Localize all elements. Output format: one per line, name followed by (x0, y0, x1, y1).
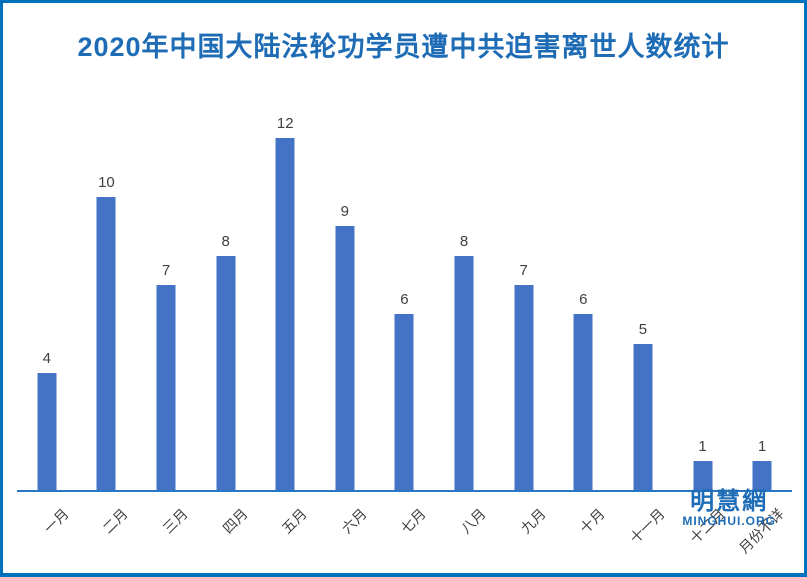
x-label-slot: 七月 (375, 494, 435, 573)
bar-slot: 8 (434, 105, 494, 490)
x-axis-label: 十月 (576, 505, 609, 537)
x-axis-label: 一月 (40, 505, 72, 537)
bar-slot: 6 (375, 105, 435, 490)
chart-title: 2020年中国大陆法轮功学员遭中共迫害离世人数统计 (77, 32, 730, 62)
bar-五月 (275, 138, 295, 490)
x-axis-label: 二月 (100, 505, 132, 537)
x-axis-label: 七月 (398, 505, 430, 537)
bar-value-label: 1 (698, 437, 707, 455)
minghui-logo-chinese: 明慧網 (690, 488, 769, 515)
bar-十月 (573, 314, 593, 490)
bar-value-label: 6 (400, 291, 409, 309)
bar-slot: 10 (77, 105, 137, 490)
bar-value-label: 12 (276, 115, 294, 133)
bar-value-label: 5 (638, 320, 648, 338)
bar-slot: 8 (196, 105, 256, 490)
x-label-slot: 四月 (196, 494, 256, 573)
bar-十二月 (693, 460, 712, 490)
minghui-logo-url: MINGHUI.ORG (682, 514, 776, 529)
bar-slot: 5 (613, 105, 673, 490)
bar-value-label: 1 (757, 437, 767, 455)
plot-area: 4 10 7 8 12 9 6 8 7 6 5 1 1 一月 二月 三月 四月 五月 六月 七月 八月 九月 十月 十一月十… (17, 103, 792, 573)
x-axis-label: 五月 (278, 505, 310, 537)
bar-四月 (216, 255, 236, 490)
bar-slot: 9 (315, 105, 375, 490)
bar-value-label: 6 (579, 291, 588, 309)
bar-slot: 7 (494, 105, 554, 490)
bar-value-label: 4 (42, 349, 51, 367)
bar-slot: 6 (553, 105, 613, 490)
x-axis-label: 九月 (517, 505, 549, 537)
bar-slot: 12 (255, 105, 315, 490)
bar-三月 (156, 284, 176, 490)
bar-slot: 1 (673, 105, 733, 490)
bar-八月 (454, 255, 474, 490)
x-label-slot: 三月 (136, 494, 196, 573)
x-axis-label: 四月 (219, 505, 251, 537)
x-label-slot: 十月 (553, 494, 613, 573)
x-label-slot: 五月 (255, 494, 315, 573)
x-label-slot: 六月 (315, 494, 375, 573)
bar-value-label: 8 (221, 232, 230, 250)
x-label-slot: 二月 (77, 494, 137, 573)
x-axis-label: 八月 (457, 505, 489, 537)
x-axis-label: 三月 (159, 505, 191, 537)
bar-一月 (37, 372, 57, 490)
x-axis-line (17, 490, 792, 492)
x-axis-labels: 一月 二月 三月 四月 五月 六月 七月 八月 九月 十月 十一月 十二月 月份不详 (17, 494, 792, 573)
bar-value-label: 7 (519, 261, 528, 279)
bar-十一月 (633, 343, 653, 490)
bar-七月 (394, 314, 414, 490)
bar-六月 (335, 226, 355, 490)
bar-value-label: 9 (340, 203, 350, 221)
x-label-slot: 八月 (434, 494, 494, 573)
bar-slot: 7 (136, 105, 196, 490)
x-label-slot: 九月 (494, 494, 554, 573)
bar-value-label: 8 (459, 232, 469, 250)
minghui-watermark: 明慧網 MINGHUI.ORG (682, 488, 776, 529)
x-axis-label: 六月 (338, 505, 370, 537)
x-label-slot: 十一月 (613, 494, 673, 573)
bar-value-label: 10 (98, 174, 115, 191)
bar-value-label: 7 (161, 261, 171, 279)
bar-slot: 1 (732, 105, 792, 490)
bars-container: 4 10 7 8 12 9 6 8 7 6 5 1 1 (17, 105, 792, 490)
bar-九月 (514, 284, 534, 490)
bar-月份不详 (752, 460, 772, 490)
bar-slot: 4 (17, 105, 77, 490)
x-label-slot: 一月 (17, 494, 77, 573)
x-axis-label: 十一月 (626, 505, 668, 547)
bar-二月 (96, 197, 116, 490)
